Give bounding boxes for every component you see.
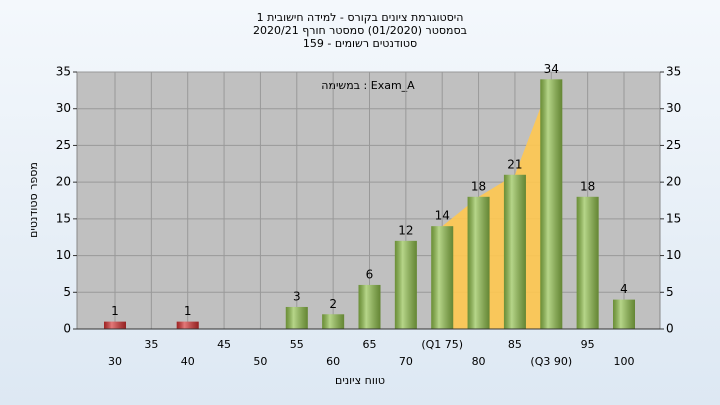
x-tick-label: (Q3 90) [530,355,572,368]
y2-tick-label: 5 [666,285,674,299]
data-label: 18 [580,179,595,193]
y-tick-label: 20 [56,175,71,189]
x-tick-label: 70 [399,355,413,368]
bar-shade [104,321,126,329]
data-label: 18 [471,179,486,193]
bar-shade [394,240,417,329]
y-tick-label: 0 [63,322,71,336]
bar-shade [540,79,563,329]
y-tick-label: 15 [56,211,71,225]
bar-shade [285,306,308,329]
x-tick-label: 40 [181,355,195,368]
data-label: 4 [620,282,628,296]
y2-tick-label: 0 [666,322,674,336]
data-label: 21 [507,157,522,171]
data-label: 14 [435,209,450,223]
y-tick-label: 10 [56,248,71,262]
annotation: Exam_A : במשימה [321,79,415,92]
bar-shade [576,196,599,329]
chart-title: היסטוגרמת ציונים בקורס - למידה חישובית 1 [257,11,464,24]
bar-shade [322,314,345,329]
bar-shade [467,196,490,329]
y2-tick-label: 30 [666,101,681,115]
x-tick-label: 50 [253,355,267,368]
bar-shade [613,299,635,329]
bar-shade [176,321,199,329]
x-tick-label: 35 [144,338,158,351]
x-tick-label: 100 [614,355,635,368]
y-tick-label: 35 [56,65,71,79]
y2-tick-label: 20 [666,175,681,189]
data-label: 1 [184,304,192,318]
bar-shade [431,226,454,329]
x-tick-label: 55 [290,338,304,351]
x-tick-label: 95 [581,338,595,351]
x-tick-label: 65 [363,338,377,351]
x-tick-label: 85 [508,338,522,351]
bar-shade [503,174,526,329]
y2-tick-label: 35 [666,65,681,79]
x-tick-label: 30 [108,355,122,368]
bar-shade [358,284,381,329]
y-tick-label: 5 [63,285,71,299]
x-tick-label: (Q1 75) [421,338,463,351]
x-axis-label: טווח ציונים [335,374,385,387]
y-tick-label: 25 [56,138,71,152]
data-label: 2 [329,297,337,311]
data-label: 3 [293,289,301,303]
chart-subtitle: בסמסטר (01/2020) סמסטר חורף 2020/21 [253,24,467,37]
x-tick-label: 80 [472,355,486,368]
data-label: 6 [366,267,374,281]
y2-tick-label: 15 [666,211,681,225]
y-axis-label: מספר סטודנטים [27,162,40,238]
data-label: 34 [544,62,559,76]
y2-tick-label: 25 [666,138,681,152]
data-label: 1 [111,304,119,318]
y2-tick-label: 10 [666,248,681,262]
chart-subtitle: סטודנטים רשומים - 159 [303,37,417,50]
y-tick-label: 30 [56,101,71,115]
x-tick-label: 45 [217,338,231,351]
data-label: 12 [398,223,413,237]
x-tick-label: 60 [326,355,340,368]
